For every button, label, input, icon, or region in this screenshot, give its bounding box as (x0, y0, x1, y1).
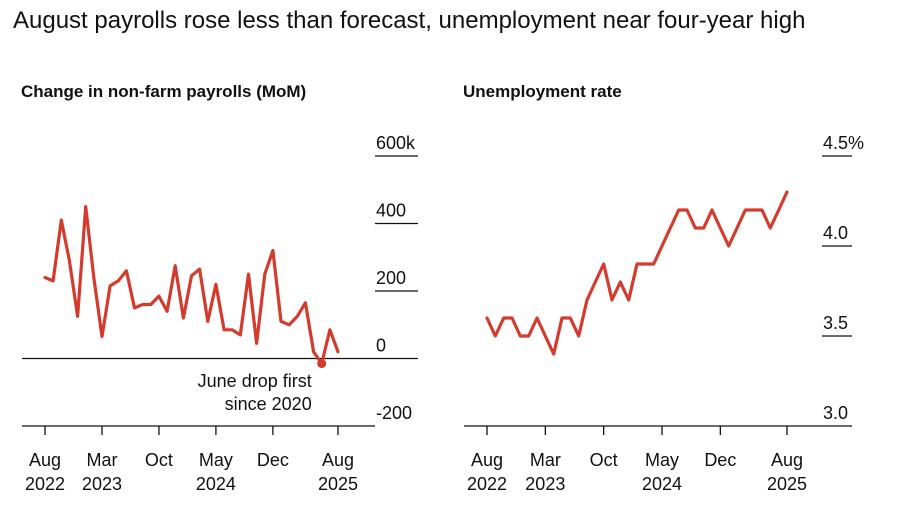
payrolls-y-tick-label: 400 (376, 201, 406, 221)
payrolls-annotation-text: since 2020 (225, 394, 312, 414)
unemployment-y-tick-label: 4.5% (823, 133, 864, 153)
unemployment-x-tick-month: Oct (590, 450, 618, 470)
payrolls-x-tick-year: 2022 (25, 474, 65, 494)
payrolls-x-tick-year: 2024 (196, 474, 236, 494)
payrolls-y-tick-label: 600k (376, 133, 416, 153)
payrolls-series-line (43, 205, 340, 366)
unemployment-y-tick-label: 3.0 (823, 403, 848, 423)
unemployment-x-tick-month: Mar (530, 450, 561, 470)
unemployment-x-tick-month: Aug (471, 450, 503, 470)
payrolls-x-tick-month: Aug (29, 450, 61, 470)
payrolls-y-tick-label: 0 (376, 336, 386, 356)
payrolls-annotation-marker (317, 359, 327, 369)
payrolls-annotation-text: June drop first (198, 371, 312, 391)
payrolls-x-tick-month: May (199, 450, 233, 470)
unemployment-x-tick-month: Dec (704, 450, 736, 470)
payrolls-x-tick-year: 2025 (318, 474, 358, 494)
payrolls-x-tick-month: Oct (145, 450, 173, 470)
payrolls-x-tick-year: 2023 (82, 474, 122, 494)
headline: August payrolls rose less than forecast,… (13, 7, 806, 34)
unemployment-x-tick-year: 2024 (642, 474, 682, 494)
payrolls-x-tick-month: Aug (322, 450, 354, 470)
unemployment-x-tick-year: 2025 (767, 474, 807, 494)
unemployment-chart-title: Unemployment rate (463, 82, 622, 101)
payrolls-x-tick-month: Dec (257, 450, 289, 470)
unemployment-x-tick-month: Aug (771, 450, 803, 470)
unemployment-x-tick-year: 2023 (525, 474, 565, 494)
unemployment-series-line (485, 190, 789, 356)
unemployment-y-tick-label: 3.5 (823, 313, 848, 333)
payrolls-y-tick-label: -200 (376, 403, 412, 423)
unemployment-x-tick-month: May (645, 450, 679, 470)
unemployment-x-tick-year: 2022 (467, 474, 507, 494)
payrolls-chart-title: Change in non-farm payrolls (MoM) (21, 82, 307, 101)
payrolls-y-tick-label: 200 (376, 268, 406, 288)
payrolls-x-tick-month: Mar (86, 450, 117, 470)
unemployment-y-tick-label: 4.0 (823, 223, 848, 243)
